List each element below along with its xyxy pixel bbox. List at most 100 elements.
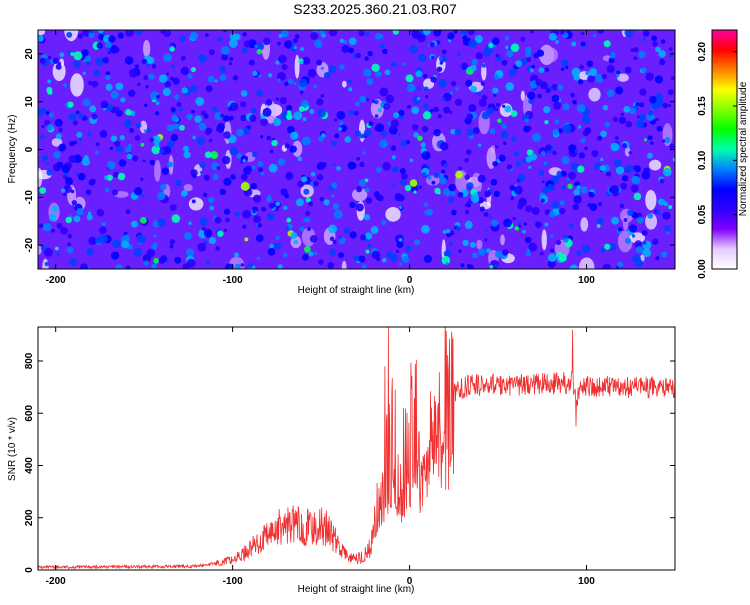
heatmap-cell xyxy=(279,96,287,105)
heatmap-cell xyxy=(358,30,365,37)
heatmap-cell xyxy=(96,42,103,49)
heatmap-cell xyxy=(320,93,325,98)
heatmap-cell xyxy=(615,73,620,78)
heatmap-cell xyxy=(354,101,361,107)
heatmap-cell xyxy=(234,211,240,217)
heatmap-cell xyxy=(229,102,239,111)
heatmap-cell xyxy=(268,163,278,173)
heatmap-cell xyxy=(70,189,75,194)
heatmap-cell xyxy=(299,226,305,232)
heatmap-cell xyxy=(505,82,515,91)
heatmap-cell xyxy=(152,135,162,145)
heatmap-cell xyxy=(609,52,616,59)
heatmap-cell xyxy=(406,104,412,109)
heatmap-cell xyxy=(187,73,193,79)
heatmap-cell xyxy=(421,172,427,178)
heatmap-cell xyxy=(228,115,234,121)
heatmap-cell xyxy=(466,128,474,136)
heatmap-cell xyxy=(512,216,516,221)
heatmap-cell xyxy=(166,140,175,148)
heatmap-cell xyxy=(348,47,355,54)
heatmap-cell xyxy=(659,58,666,66)
heatmap-cell xyxy=(416,96,421,101)
heatmap-cell xyxy=(639,102,645,108)
heatmap-cell xyxy=(413,132,419,138)
heatmap-cell xyxy=(336,166,341,171)
heatmap-cell xyxy=(149,159,156,166)
heatmap-cell xyxy=(639,88,647,96)
heatmap-cell xyxy=(441,49,447,55)
heatmap-cell xyxy=(283,205,288,210)
heatmap-cell xyxy=(176,101,182,107)
heatmap-cell xyxy=(571,41,577,47)
heatmap-cell xyxy=(551,83,559,91)
heatmap-cell xyxy=(266,135,272,141)
heatmap-cell xyxy=(423,202,429,207)
heatmap-cell xyxy=(61,188,66,193)
heatmap-cell xyxy=(379,43,385,49)
heatmap-cell xyxy=(526,57,532,63)
heatmap-cell xyxy=(88,80,93,86)
heatmap-cell xyxy=(175,179,182,187)
heatmap-cell xyxy=(433,128,441,137)
heatmap-cell xyxy=(356,156,361,161)
heatmap-cell xyxy=(544,209,551,215)
heatmap-x-axis-label: Height of straight line (km) xyxy=(298,285,415,296)
heatmap-cell xyxy=(469,241,476,248)
heatmap-cell xyxy=(399,205,403,210)
heatmap-cell xyxy=(528,242,538,252)
heatmap-cell xyxy=(63,192,67,197)
heatmap-cell xyxy=(441,97,445,101)
heatmap-y-axis-label: Frequency (Hz) xyxy=(7,115,18,184)
heatmap-cell xyxy=(398,109,405,116)
heatmap-cell xyxy=(409,158,414,163)
heatmap-cell xyxy=(310,171,316,177)
heatmap-cell xyxy=(453,30,458,34)
heatmap-cell xyxy=(257,161,264,167)
heatmap-y-tick-label: 0 xyxy=(24,146,35,152)
heatmap-cell xyxy=(224,263,234,269)
heatmap-cell xyxy=(274,242,282,250)
heatmap-cell xyxy=(106,160,116,170)
heatmap-cell xyxy=(563,237,569,243)
heatmap-cell xyxy=(535,78,543,87)
colorbar-tick-label: 0.00 xyxy=(697,259,708,279)
heatmap-cell xyxy=(248,262,254,268)
heatmap-cell xyxy=(513,185,523,195)
colorbar: 0.00 0.05 0.10 0.15 0.20 Normalized spectral… xyxy=(697,29,749,279)
heatmap-cell xyxy=(633,47,639,53)
heatmap-cell xyxy=(143,260,149,266)
heatmap-cell xyxy=(588,191,595,198)
heatmap-cell xyxy=(319,196,324,202)
heatmap-cell xyxy=(636,216,644,224)
heatmap-cell xyxy=(63,83,68,88)
heatmap-cell xyxy=(464,174,470,180)
colorbar-tick-label: 0.15 xyxy=(697,96,708,116)
heatmap-cell xyxy=(629,107,636,115)
heatmap-cell xyxy=(334,133,340,139)
heatmap-cell xyxy=(332,202,340,210)
heatmap-cell xyxy=(441,255,451,265)
heatmap-cell xyxy=(70,73,84,97)
heatmap-cell xyxy=(551,94,560,103)
snr-y-tick-label: 0 xyxy=(24,567,35,573)
heatmap-cell xyxy=(476,92,482,97)
heatmap-cell xyxy=(643,167,650,175)
heatmap-cell xyxy=(81,49,89,57)
heatmap-cell xyxy=(262,107,272,117)
heatmap-cell xyxy=(474,34,483,44)
heatmap-cell xyxy=(411,124,419,131)
heatmap-cell xyxy=(314,39,323,48)
heatmap-cell xyxy=(143,75,149,81)
heatmap-cell xyxy=(98,226,107,235)
snr-y-ticks: 0 200 400 600 800 xyxy=(24,352,675,573)
heatmap-cell xyxy=(146,128,152,133)
heatmap-cell xyxy=(199,170,203,174)
heatmap-cell xyxy=(462,35,468,41)
heatmap-cell xyxy=(589,68,598,77)
heatmap-cell xyxy=(241,46,249,54)
heatmap-cell xyxy=(557,128,564,134)
heatmap-cell xyxy=(457,191,464,198)
colorbar-gradient xyxy=(711,29,738,270)
heatmap-cell xyxy=(109,146,114,151)
